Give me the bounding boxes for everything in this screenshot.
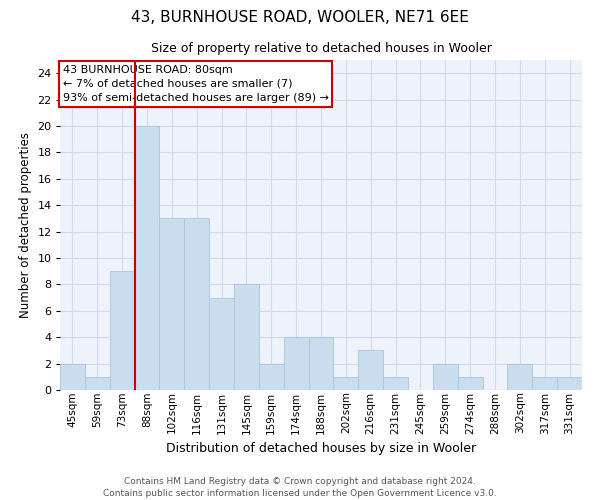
Text: 43 BURNHOUSE ROAD: 80sqm
← 7% of detached houses are smaller (7)
93% of semi-det: 43 BURNHOUSE ROAD: 80sqm ← 7% of detache… xyxy=(62,65,329,103)
Bar xyxy=(433,364,458,390)
Bar xyxy=(134,126,160,390)
Title: Size of property relative to detached houses in Wooler: Size of property relative to detached ho… xyxy=(151,42,491,54)
X-axis label: Distribution of detached houses by size in Wooler: Distribution of detached houses by size … xyxy=(166,442,476,455)
Y-axis label: Number of detached properties: Number of detached properties xyxy=(19,132,32,318)
Bar xyxy=(234,284,259,390)
Bar xyxy=(557,377,582,390)
Bar xyxy=(358,350,383,390)
Text: 43, BURNHOUSE ROAD, WOOLER, NE71 6EE: 43, BURNHOUSE ROAD, WOOLER, NE71 6EE xyxy=(131,10,469,25)
Bar xyxy=(184,218,209,390)
Bar xyxy=(308,337,334,390)
Bar xyxy=(160,218,184,390)
Bar xyxy=(60,364,85,390)
Bar xyxy=(383,377,408,390)
Bar xyxy=(458,377,482,390)
Bar xyxy=(259,364,284,390)
Bar xyxy=(284,337,308,390)
Bar xyxy=(508,364,532,390)
Bar xyxy=(85,377,110,390)
Bar xyxy=(334,377,358,390)
Bar xyxy=(209,298,234,390)
Text: Contains HM Land Registry data © Crown copyright and database right 2024.
Contai: Contains HM Land Registry data © Crown c… xyxy=(103,476,497,498)
Bar xyxy=(110,271,134,390)
Bar xyxy=(532,377,557,390)
